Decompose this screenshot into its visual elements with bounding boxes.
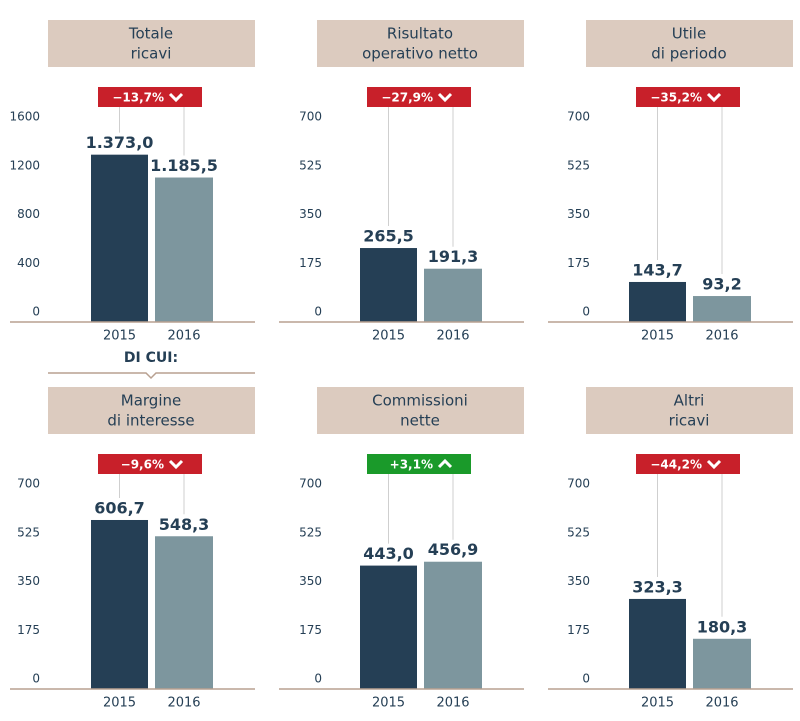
x-tick-label: 2015 bbox=[103, 696, 136, 711]
title-box bbox=[48, 387, 255, 434]
value-label: 443,0 bbox=[363, 544, 414, 563]
title-box bbox=[317, 20, 524, 67]
y-tick-label: 700 bbox=[299, 110, 322, 124]
chart-title: Margine bbox=[121, 392, 181, 410]
bar bbox=[693, 638, 751, 689]
x-tick-label: 2016 bbox=[167, 696, 200, 711]
value-label: 93,2 bbox=[702, 275, 741, 294]
title-box bbox=[586, 20, 793, 67]
chart-title: operativo netto bbox=[362, 45, 478, 63]
value-label: 265,5 bbox=[363, 227, 414, 246]
y-tick-label: 700 bbox=[567, 110, 590, 124]
x-tick-label: 2016 bbox=[705, 329, 738, 344]
change-arrow bbox=[168, 92, 184, 103]
bar bbox=[629, 281, 686, 322]
y-tick-label: 350 bbox=[567, 207, 590, 221]
change-arrow bbox=[437, 458, 453, 469]
change-label: −44,2% bbox=[650, 458, 702, 472]
value-label: 323,3 bbox=[632, 577, 683, 596]
y-tick-label: 175 bbox=[567, 256, 590, 270]
change-arrow bbox=[706, 459, 722, 470]
change-label: −35,2% bbox=[650, 91, 702, 105]
chart-title: Utile bbox=[672, 25, 706, 43]
change-arrow bbox=[437, 92, 453, 103]
y-tick-label: 525 bbox=[299, 525, 322, 539]
x-tick-label: 2015 bbox=[372, 329, 405, 344]
y-tick-label: 400 bbox=[17, 256, 40, 270]
y-tick-label: 700 bbox=[299, 477, 322, 491]
x-tick-label: 2015 bbox=[641, 696, 674, 711]
chart-title: nette bbox=[400, 412, 440, 430]
bar bbox=[360, 248, 417, 322]
chart-title: ricavi bbox=[669, 412, 710, 430]
value-label: 1.373,0 bbox=[86, 133, 154, 152]
y-tick-label: 525 bbox=[17, 525, 40, 539]
chart-title: Commissioni bbox=[372, 392, 468, 410]
bar bbox=[91, 519, 148, 689]
chart-title: Risultato bbox=[387, 25, 453, 43]
section-label: DI CUI: bbox=[124, 350, 178, 366]
x-tick-label: 2015 bbox=[103, 329, 136, 344]
chart-title: di interesse bbox=[107, 412, 194, 430]
value-label: 143,7 bbox=[632, 260, 683, 279]
bar bbox=[424, 561, 482, 689]
chart-title: ricavi bbox=[131, 45, 172, 63]
y-tick-label: 800 bbox=[17, 207, 40, 221]
title-box bbox=[317, 387, 524, 434]
change-arrow bbox=[706, 92, 722, 103]
y-tick-label: 175 bbox=[17, 623, 40, 637]
y-tick-label: 525 bbox=[567, 158, 590, 172]
y-tick-label: 0 bbox=[314, 672, 322, 686]
x-tick-label: 2016 bbox=[436, 329, 469, 344]
value-label: 180,3 bbox=[697, 617, 748, 636]
y-tick-label: 350 bbox=[299, 574, 322, 588]
y-tick-label: 1600 bbox=[9, 110, 40, 124]
title-box bbox=[48, 20, 255, 67]
section-divider bbox=[48, 372, 255, 380]
chart-title: di periodo bbox=[651, 45, 726, 63]
y-tick-label: 175 bbox=[299, 623, 322, 637]
bar bbox=[155, 177, 213, 322]
y-tick-label: 175 bbox=[299, 256, 322, 270]
y-tick-label: 525 bbox=[299, 158, 322, 172]
x-tick-label: 2015 bbox=[372, 696, 405, 711]
y-tick-label: 0 bbox=[582, 305, 590, 319]
title-box bbox=[586, 387, 793, 434]
change-label: −9,6% bbox=[121, 458, 164, 472]
y-tick-label: 525 bbox=[567, 525, 590, 539]
y-tick-label: 350 bbox=[567, 574, 590, 588]
bar bbox=[693, 296, 751, 322]
bar bbox=[91, 154, 148, 322]
bar bbox=[360, 565, 417, 689]
change-label: −13,7% bbox=[112, 91, 164, 105]
bar bbox=[629, 598, 686, 689]
y-tick-label: 350 bbox=[17, 574, 40, 588]
x-tick-label: 2016 bbox=[167, 329, 200, 344]
y-tick-label: 0 bbox=[314, 305, 322, 319]
bar bbox=[424, 268, 482, 322]
change-label: +3,1% bbox=[390, 458, 433, 472]
y-tick-label: 0 bbox=[32, 672, 40, 686]
change-label: −27,9% bbox=[381, 91, 433, 105]
chart-title: Altri bbox=[674, 392, 705, 410]
value-label: 548,3 bbox=[159, 515, 210, 534]
y-tick-label: 700 bbox=[567, 477, 590, 491]
value-label: 1.185,5 bbox=[150, 156, 218, 175]
change-arrow bbox=[168, 459, 184, 470]
y-tick-label: 700 bbox=[17, 477, 40, 491]
x-tick-label: 2015 bbox=[641, 329, 674, 344]
x-tick-label: 2016 bbox=[436, 696, 469, 711]
y-tick-label: 175 bbox=[567, 623, 590, 637]
value-label: 456,9 bbox=[428, 540, 479, 559]
chart-title: Totale bbox=[128, 25, 173, 43]
bar bbox=[155, 536, 213, 689]
value-label: 606,7 bbox=[94, 498, 145, 517]
y-tick-label: 350 bbox=[299, 207, 322, 221]
x-tick-label: 2016 bbox=[705, 696, 738, 711]
y-tick-label: 0 bbox=[582, 672, 590, 686]
y-tick-label: 0 bbox=[32, 305, 40, 319]
value-label: 191,3 bbox=[428, 247, 479, 266]
y-tick-label: 1200 bbox=[9, 158, 40, 172]
